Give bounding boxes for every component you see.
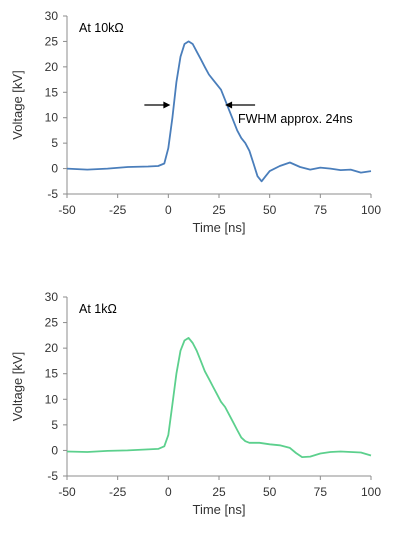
x-tick-label: 0 bbox=[165, 203, 172, 217]
x-tick-label: -25 bbox=[109, 203, 127, 217]
x-tick-label: 75 bbox=[314, 485, 328, 499]
y-tick-label: 10 bbox=[45, 392, 59, 406]
x-tick-label: -50 bbox=[58, 203, 76, 217]
fwhm-arrowhead-left bbox=[163, 101, 171, 109]
fwhm-note: FWHM approx. 24ns bbox=[238, 112, 353, 126]
y-tick-label: -5 bbox=[47, 469, 58, 483]
x-tick-label: 25 bbox=[212, 203, 226, 217]
y-axis-label: Voltage [kV] bbox=[10, 70, 25, 139]
chart-annotation: At 10kΩ bbox=[79, 21, 124, 35]
y-tick-label: 0 bbox=[51, 443, 58, 457]
x-axis-label: Time [ns] bbox=[193, 220, 246, 235]
x-tick-label: -50 bbox=[58, 485, 76, 499]
y-tick-label: 5 bbox=[51, 418, 58, 432]
y-axis-label: Voltage [kV] bbox=[10, 352, 25, 421]
y-tick-label: 30 bbox=[45, 290, 59, 304]
x-tick-label: -25 bbox=[109, 485, 127, 499]
series-line bbox=[66, 40, 372, 183]
y-tick-label: 10 bbox=[45, 111, 59, 125]
chart-annotation: At 1kΩ bbox=[79, 302, 117, 316]
x-tick-label: 0 bbox=[165, 485, 172, 499]
y-tick-label: 15 bbox=[45, 85, 59, 99]
y-tick-label: 30 bbox=[45, 9, 59, 23]
x-tick-label: 50 bbox=[263, 485, 277, 499]
y-tick-label: 5 bbox=[51, 136, 58, 150]
x-tick-label: 100 bbox=[361, 203, 381, 217]
x-tick-label: 100 bbox=[361, 485, 381, 499]
x-tick-label: 75 bbox=[314, 203, 328, 217]
y-tick-label: -5 bbox=[47, 187, 58, 201]
y-tick-label: 25 bbox=[45, 316, 59, 330]
series-line bbox=[66, 337, 372, 458]
y-tick-label: 0 bbox=[51, 162, 58, 176]
x-axis-label: Time [ns] bbox=[193, 502, 246, 517]
y-tick-label: 15 bbox=[45, 367, 59, 381]
x-tick-label: 25 bbox=[212, 485, 226, 499]
y-tick-label: 25 bbox=[45, 34, 59, 48]
x-tick-label: 50 bbox=[263, 203, 277, 217]
fwhm-arrowhead-right bbox=[225, 101, 233, 109]
y-tick-label: 20 bbox=[45, 341, 59, 355]
y-tick-label: 20 bbox=[45, 60, 59, 74]
